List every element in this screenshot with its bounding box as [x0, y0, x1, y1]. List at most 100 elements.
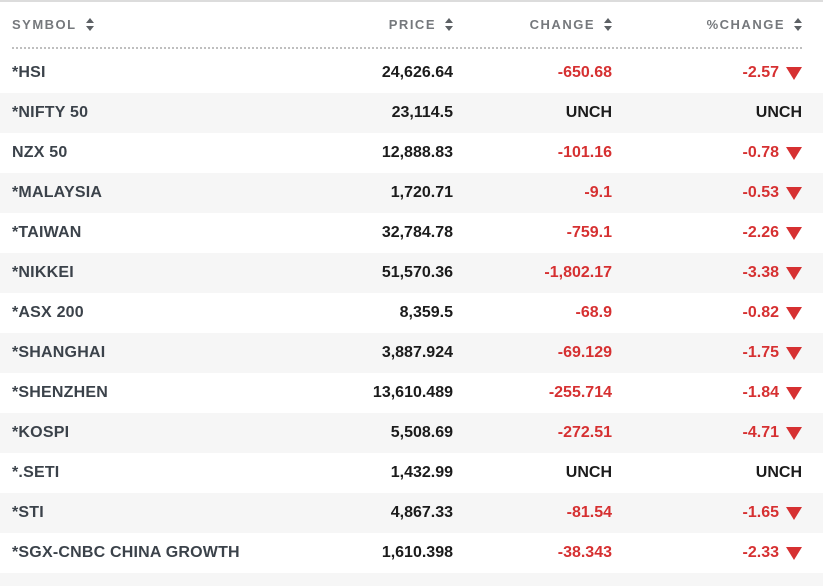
- sort-arrows-icon: [85, 18, 94, 31]
- sort-arrows-icon: [604, 18, 612, 31]
- change-cell: -101.16: [557, 144, 612, 161]
- pct-change-value: -4.71: [742, 424, 779, 441]
- table-body: *HSI 24,626.64 -650.68 -2.57 *NIFTY 50 2…: [0, 53, 823, 573]
- pct-change-cell: -2.33: [612, 544, 802, 562]
- column-header-pct-change-label: %CHANGE: [706, 17, 785, 32]
- table-row[interactable]: *MALAYSIA 1,720.71 -9.1 -0.53: [0, 173, 823, 213]
- change-cell: -81.54: [566, 504, 612, 521]
- change-cell: -272.51: [557, 424, 612, 441]
- symbol-cell: *NIFTY 50: [12, 104, 89, 121]
- pct-change-value: -3.38: [742, 264, 779, 281]
- pct-change-value: -1.65: [742, 504, 779, 521]
- sort-arrows-icon: [794, 18, 802, 31]
- down-triangle-icon: [786, 386, 802, 400]
- pct-change-value: UNCH: [755, 104, 802, 121]
- price-cell: 23,114.5: [391, 104, 453, 121]
- column-header-price-label: PRICE: [388, 17, 436, 32]
- table-row[interactable]: *NIFTY 50 23,114.5 UNCH UNCH: [0, 93, 823, 133]
- table-row[interactable]: *SHENZHEN 13,610.489 -255.714 -1.84: [0, 373, 823, 413]
- pct-change-value: -1.75: [742, 344, 779, 361]
- table-header-row: SYMBOL PRICE CHANGE %CHANGE: [0, 2, 823, 47]
- table-row[interactable]: *HSI 24,626.64 -650.68 -2.57: [0, 53, 823, 93]
- down-triangle-icon: [786, 226, 802, 240]
- pct-change-cell: -2.57: [612, 64, 802, 82]
- table-row[interactable]: *TAIWAN 32,784.78 -759.1 -2.26: [0, 213, 823, 253]
- symbol-cell: *MALAYSIA: [12, 184, 103, 201]
- price-cell: 8,359.5: [399, 304, 453, 321]
- column-header-change[interactable]: CHANGE: [453, 17, 612, 32]
- pct-change-cell: UNCH: [612, 104, 802, 122]
- pct-change-value: -0.78: [742, 144, 779, 161]
- column-header-pct-change[interactable]: %CHANGE: [612, 17, 802, 32]
- column-header-symbol-label: SYMBOL: [12, 17, 77, 32]
- column-header-change-label: CHANGE: [529, 17, 595, 32]
- pct-change-cell: -2.26: [612, 224, 802, 242]
- pct-change-value: -2.57: [742, 64, 779, 81]
- price-cell: 5,508.69: [390, 424, 453, 441]
- pct-change-cell: -1.75: [612, 344, 802, 362]
- symbol-cell: *.SETI: [12, 464, 60, 481]
- price-cell: 4,867.33: [390, 504, 453, 521]
- symbol-cell: *NIKKEI: [12, 264, 74, 281]
- symbol-cell: *ASX 200: [12, 304, 84, 321]
- change-cell: -38.343: [557, 544, 612, 561]
- pct-change-cell: -3.38: [612, 264, 802, 282]
- pct-change-cell: -0.78: [612, 144, 802, 162]
- table-row[interactable]: *SGX-CNBC CHINA GROWTH 1,610.398 -38.343…: [0, 533, 823, 573]
- header-divider: [12, 47, 802, 49]
- change-cell: -650.68: [557, 64, 612, 81]
- down-triangle-icon: [786, 66, 802, 80]
- change-cell: -255.714: [548, 384, 612, 401]
- down-triangle-icon: [786, 266, 802, 280]
- change-cell: -1,802.17: [544, 264, 612, 281]
- change-cell: UNCH: [565, 464, 612, 481]
- pct-change-cell: -4.71: [612, 424, 802, 442]
- table-row[interactable]: *.SETI 1,432.99 UNCH UNCH: [0, 453, 823, 493]
- sort-arrows-icon: [445, 18, 453, 31]
- down-triangle-icon: [786, 426, 802, 440]
- table-row[interactable]: *ASX 200 8,359.5 -68.9 -0.82: [0, 293, 823, 333]
- symbol-cell: *SHENZHEN: [12, 384, 109, 401]
- change-cell: -68.9: [575, 304, 612, 321]
- down-triangle-icon: [786, 506, 802, 520]
- column-header-price[interactable]: PRICE: [293, 17, 453, 32]
- column-header-symbol[interactable]: SYMBOL: [12, 17, 293, 32]
- pct-change-value: -0.82: [742, 304, 779, 321]
- price-cell: 13,610.489: [372, 384, 453, 401]
- price-cell: 1,432.99: [390, 464, 453, 481]
- change-cell: -759.1: [566, 224, 612, 241]
- price-cell: 32,784.78: [381, 224, 453, 241]
- table-row[interactable]: *KOSPI 5,508.69 -272.51 -4.71: [0, 413, 823, 453]
- pct-change-cell: -1.65: [612, 504, 802, 522]
- table-row[interactable]: *STI 4,867.33 -81.54 -1.65: [0, 493, 823, 533]
- symbol-cell: *KOSPI: [12, 424, 70, 441]
- change-cell: -69.129: [557, 344, 612, 361]
- down-triangle-icon: [786, 346, 802, 360]
- table-row[interactable]: *NIKKEI 51,570.36 -1,802.17 -3.38: [0, 253, 823, 293]
- price-cell: 51,570.36: [381, 264, 453, 281]
- pct-change-cell: UNCH: [612, 464, 802, 482]
- pct-change-value: -2.33: [742, 544, 779, 561]
- change-cell: UNCH: [565, 104, 612, 121]
- pct-change-cell: -0.53: [612, 184, 802, 202]
- table-row[interactable]: *SHANGHAI 3,887.924 -69.129 -1.75: [0, 333, 823, 373]
- symbol-cell: NZX 50: [12, 144, 68, 161]
- symbol-cell: *SHANGHAI: [12, 344, 106, 361]
- price-cell: 12,888.83: [381, 144, 453, 161]
- symbol-cell: *HSI: [12, 64, 46, 81]
- down-triangle-icon: [786, 186, 802, 200]
- pct-change-value: UNCH: [755, 464, 802, 481]
- price-cell: 1,720.71: [390, 184, 453, 201]
- down-triangle-icon: [786, 146, 802, 160]
- pct-change-value: -0.53: [742, 184, 779, 201]
- price-cell: 3,887.924: [381, 344, 453, 361]
- change-cell: -9.1: [584, 184, 612, 201]
- symbol-cell: *TAIWAN: [12, 224, 82, 241]
- symbol-cell: *SGX-CNBC CHINA GROWTH: [12, 544, 240, 561]
- pct-change-cell: -0.82: [612, 304, 802, 322]
- partial-next-row: [0, 573, 823, 586]
- down-triangle-icon: [786, 306, 802, 320]
- table-row[interactable]: NZX 50 12,888.83 -101.16 -0.78: [0, 133, 823, 173]
- pct-change-cell: -1.84: [612, 384, 802, 402]
